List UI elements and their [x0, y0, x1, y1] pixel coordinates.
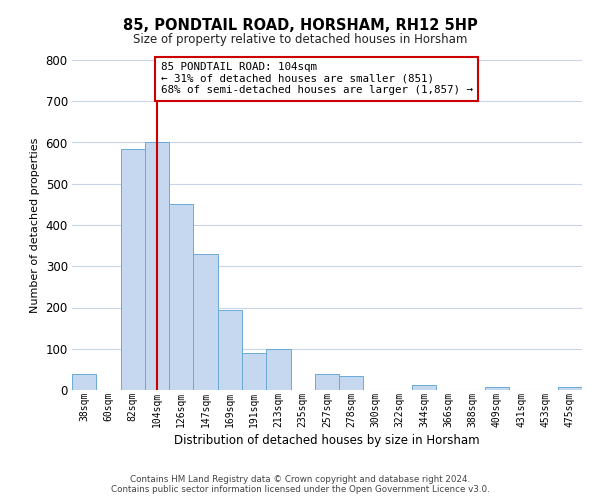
Bar: [218, 310, 242, 390]
Y-axis label: Number of detached properties: Number of detached properties: [30, 138, 40, 312]
Bar: [121, 148, 145, 390]
Bar: [242, 353, 266, 390]
Bar: [145, 142, 169, 390]
Text: 85, PONDTAIL ROAD, HORSHAM, RH12 5HP: 85, PONDTAIL ROAD, HORSHAM, RH12 5HP: [122, 18, 478, 32]
Text: Contains HM Land Registry data © Crown copyright and database right 2024.
Contai: Contains HM Land Registry data © Crown c…: [110, 474, 490, 494]
Bar: [339, 376, 364, 390]
Bar: [193, 254, 218, 390]
Bar: [485, 386, 509, 390]
Bar: [412, 384, 436, 390]
Bar: [266, 349, 290, 390]
Text: Size of property relative to detached houses in Horsham: Size of property relative to detached ho…: [133, 32, 467, 46]
Bar: [169, 204, 193, 390]
Bar: [558, 386, 582, 390]
Bar: [72, 374, 96, 390]
Text: 85 PONDTAIL ROAD: 104sqm
← 31% of detached houses are smaller (851)
68% of semi-: 85 PONDTAIL ROAD: 104sqm ← 31% of detach…: [161, 62, 473, 96]
X-axis label: Distribution of detached houses by size in Horsham: Distribution of detached houses by size …: [174, 434, 480, 446]
Bar: [315, 374, 339, 390]
